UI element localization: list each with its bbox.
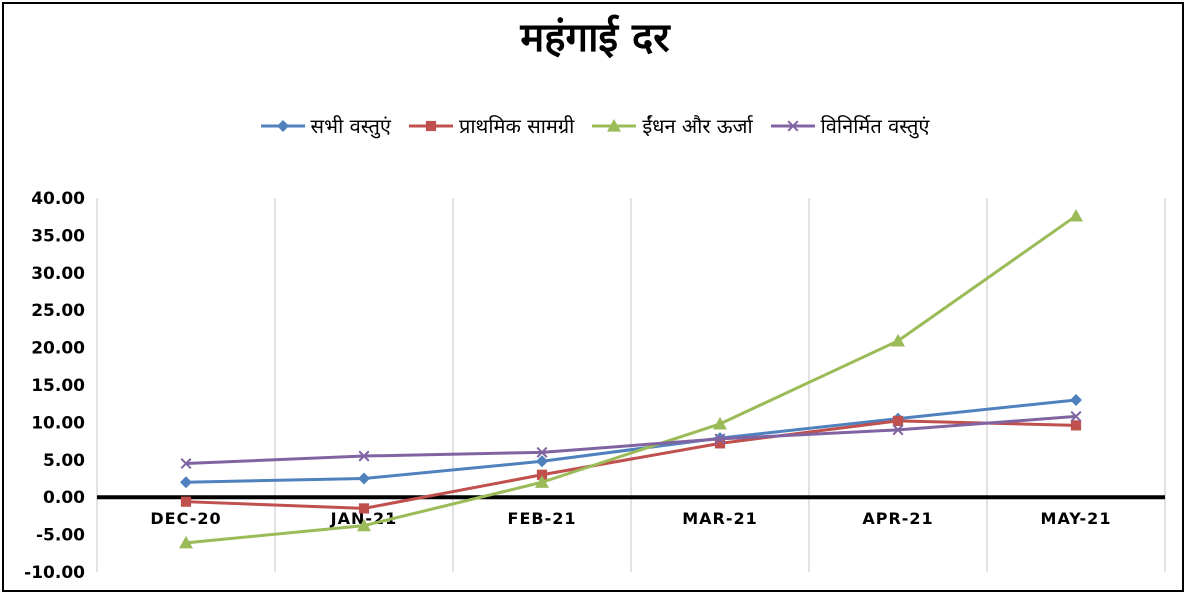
x-tick-label: JAN-21	[330, 509, 398, 528]
data-point-4	[536, 446, 548, 458]
data-point-2	[714, 438, 726, 449]
legend-item-3: ईंधन और ऊर्जा	[592, 112, 753, 139]
data-point-3	[357, 518, 371, 532]
y-tick-label: 5.00	[43, 451, 85, 471]
data-point-4	[358, 450, 370, 462]
data-point-3	[713, 416, 727, 430]
legend-label-2: प्राथमिक सामग्री	[459, 114, 575, 138]
legend-label-4: विनिर्मित वस्तुएं	[820, 114, 930, 138]
data-point-2	[1070, 420, 1082, 431]
legend: सभी वस्तुएं प्राथमिक सामग्री ईंधन और ऊर्जा…	[0, 112, 1190, 139]
series-line-1	[185, 398, 1077, 484]
y-tick-label: 40.00	[31, 189, 85, 209]
data-point-4	[180, 458, 192, 470]
y-tick-label: 0.00	[43, 488, 85, 508]
x-tick-label: DEC-20	[150, 509, 221, 528]
chart-title: महंगाई दर	[520, 15, 670, 61]
data-point-3	[179, 535, 193, 549]
series-line-4	[185, 414, 1077, 466]
legend-label-3: ईंधन और ऊर्जा	[642, 114, 753, 138]
data-point-4	[892, 424, 904, 436]
y-tick-label: 15.00	[31, 376, 85, 396]
data-point-2	[536, 469, 548, 480]
data-point-2	[358, 503, 370, 514]
x-tick-label: MAY-21	[1041, 509, 1112, 528]
y-tick-label: -10.00	[24, 563, 85, 583]
legend-label-1: सभी वस्तुएं	[310, 114, 391, 138]
data-point-3	[891, 333, 905, 347]
series-line-3	[185, 214, 1077, 545]
data-point-1	[358, 472, 370, 485]
legend-item-4: विनिर्मित वस्तुएं	[770, 112, 930, 139]
y-tick-label: 25.00	[31, 301, 85, 321]
series-line-2	[185, 419, 1077, 510]
y-tick-label: 35.00	[31, 226, 85, 246]
x-tick-label: FEB-21	[508, 509, 577, 528]
x-tick-label: MAR-21	[682, 509, 758, 528]
data-point-3	[1069, 208, 1083, 222]
y-tick-label: -5.00	[36, 526, 85, 546]
data-point-4	[714, 433, 726, 445]
x-tick-label: APR-21	[862, 509, 933, 528]
legend-item-1: सभी वस्तुएं	[260, 112, 391, 139]
data-point-1	[536, 455, 548, 468]
y-tick-label: 20.00	[31, 339, 85, 359]
data-point-2	[892, 415, 904, 427]
legend-item-2: प्राथमिक सामग्री	[409, 112, 574, 139]
y-tick-label: 30.00	[31, 264, 85, 284]
y-tick-label: 10.00	[31, 413, 85, 433]
legend-swatch-3	[592, 118, 637, 132]
legend-swatch-2	[409, 120, 453, 131]
data-point-1	[1070, 393, 1082, 406]
legend-swatch-1	[260, 119, 305, 132]
data-point-2	[180, 496, 192, 507]
data-point-1	[180, 476, 192, 489]
data-point-4	[1070, 410, 1082, 422]
legend-swatch-4	[770, 119, 815, 132]
data-point-3	[535, 475, 549, 488]
